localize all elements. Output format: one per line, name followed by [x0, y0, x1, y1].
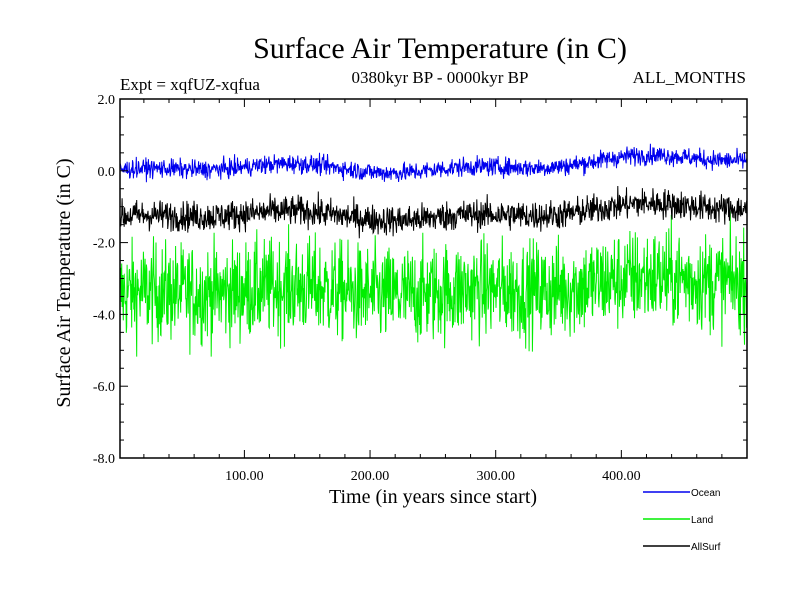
- y-tick-label: -6.0: [93, 380, 115, 395]
- experiment-label: Expt = xqfUZ-xqfua: [120, 75, 260, 94]
- chart-title: Surface Air Temperature (in C): [253, 32, 627, 65]
- y-tick-label: -2.0: [93, 237, 115, 252]
- y-tick-label: -8.0: [93, 452, 115, 467]
- legend-label-ocean: Ocean: [691, 488, 720, 499]
- x-axis-label: Time (in years since start): [329, 486, 537, 508]
- series-allsurf-line: [119, 185, 748, 239]
- series-ocean-line: [119, 143, 748, 183]
- series-land-line: [119, 211, 748, 357]
- x-tick-label: 200.00: [351, 469, 390, 484]
- y-axis-label: Surface Air Temperature (in C): [53, 158, 75, 407]
- series-layer: [119, 143, 748, 357]
- y-tick-label: 0.0: [98, 165, 116, 180]
- tick-layer: 2.0 0.0 -2.0 -4.0 -6.0 -8.0 100.00 200.00 300.00…: [93, 93, 747, 484]
- x-tick-label: 100.00: [225, 469, 264, 484]
- y-tick-label: -4.0: [93, 308, 115, 323]
- y-tick-label: 2.0: [98, 93, 116, 108]
- x-tick-label: 400.00: [602, 469, 641, 484]
- months-label: ALL_MONTHS: [633, 68, 746, 87]
- time-range-label: 0380kyr BP - 0000kyr BP: [352, 68, 529, 87]
- legend-label-allsurf: AllSurf: [691, 542, 721, 553]
- legend: Ocean Land AllSurf: [643, 488, 721, 553]
- x-tick-label: 300.00: [476, 469, 515, 484]
- legend-label-land: Land: [691, 515, 713, 526]
